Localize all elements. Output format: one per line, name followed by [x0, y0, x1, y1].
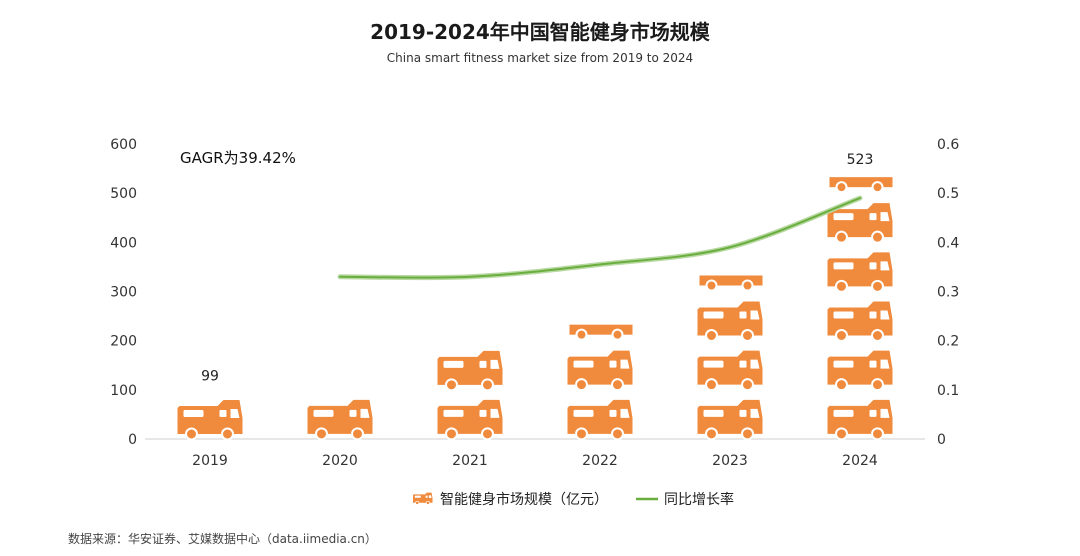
x-tick-label: 2021 [452, 453, 488, 469]
right-tick-label: 0.1 [937, 383, 959, 399]
legend: 智能健身市场规模（亿元） 同比增长率 [412, 491, 734, 508]
right-tick-label: 0.6 [937, 137, 959, 153]
left-tick-label: 100 [110, 383, 137, 399]
rv-camper-icon [412, 492, 433, 505]
x-axis-ticks: 2019 2020 2021 2022 2023 2024 [192, 453, 878, 469]
x-tick-label: 2023 [712, 453, 748, 469]
rv-camper-icon [696, 349, 764, 392]
left-tick-label: 600 [110, 137, 137, 153]
rv-camper-icon [176, 399, 244, 441]
data-label: 523 [847, 152, 874, 168]
rv-camper-icon [698, 274, 764, 292]
data-label: 99 [201, 368, 219, 384]
rv-camper-icon [826, 398, 894, 441]
rv-camper-icon [826, 300, 894, 342]
rv-camper-icon [826, 251, 894, 293]
x-tick-label: 2019 [192, 453, 228, 469]
chart-title: 2019-2024年中国智能健身市场规模 [370, 20, 710, 44]
left-axis-ticks: 0 100 200 300 400 500 600 [110, 137, 137, 448]
right-tick-label: 0.2 [937, 334, 959, 350]
data-labels: 99 523 [201, 152, 873, 384]
bar [436, 349, 504, 441]
left-tick-label: 500 [110, 186, 137, 202]
rv-camper-icon [568, 323, 634, 341]
bar [306, 398, 374, 441]
rv-camper-icon [696, 398, 764, 441]
bar [566, 323, 634, 441]
x-tick-label: 2024 [842, 453, 878, 469]
rv-camper-icon [436, 349, 504, 392]
rv-camper-icon [306, 398, 374, 441]
bar-series [176, 176, 894, 441]
bar [826, 176, 894, 441]
right-axis-ticks: 0 0.1 0.2 0.3 0.4 0.5 0.6 [937, 137, 959, 448]
right-tick-label: 0.4 [937, 235, 959, 251]
left-tick-label: 300 [110, 285, 137, 301]
legend-growth-rate-label: 同比增长率 [664, 491, 734, 508]
right-tick-label: 0.5 [937, 186, 959, 202]
legend-item-market-size: 智能健身市场规模（亿元） [412, 491, 608, 508]
rv-camper-icon [566, 349, 634, 392]
rv-camper-icon [828, 176, 894, 194]
right-tick-label: 0 [937, 432, 946, 448]
x-tick-label: 2020 [322, 453, 358, 469]
left-tick-label: 200 [110, 334, 137, 350]
left-tick-label: 0 [128, 432, 137, 448]
rv-camper-icon [566, 398, 634, 441]
legend-market-size-label: 智能健身市场规模（亿元） [440, 491, 608, 508]
growth-line-series [337, 195, 863, 281]
rv-camper-icon [696, 300, 764, 342]
x-tick-label: 2022 [582, 453, 618, 469]
rv-camper-icon [436, 398, 504, 441]
bar [696, 274, 764, 441]
data-source: 数据来源：华安证券、艾媒数据中心（data.iimedia.cn） [68, 532, 377, 546]
chart-subtitle: China smart fitness market size from 201… [386, 51, 694, 65]
cagr-annotation: GAGR为39.42% [180, 149, 296, 167]
growth-line-shadow [337, 195, 863, 281]
right-tick-label: 0.3 [937, 285, 959, 301]
growth-line [339, 197, 861, 279]
bar [176, 399, 244, 441]
left-tick-label: 400 [110, 235, 137, 251]
rv-camper-icon [826, 349, 894, 392]
legend-item-growth-rate: 同比增长率 [636, 491, 734, 508]
